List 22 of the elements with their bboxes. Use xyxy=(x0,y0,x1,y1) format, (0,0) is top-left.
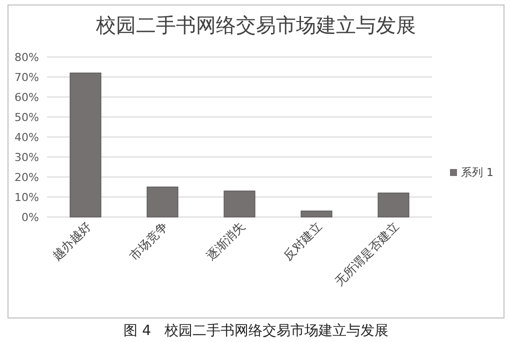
bar xyxy=(300,210,332,218)
y-tick-label: 70% xyxy=(14,71,39,84)
y-tick-label: 0% xyxy=(22,211,39,224)
y-tick-label: 10% xyxy=(14,191,39,204)
bar xyxy=(224,190,256,218)
x-tick-label: 无所谓是否建立 xyxy=(332,219,402,289)
y-tick-label: 30% xyxy=(14,151,39,164)
x-tick-label: 越办越好 xyxy=(50,219,94,264)
x-tick-label: 逐渐消失 xyxy=(204,219,248,264)
y-tick-label: 20% xyxy=(14,171,39,184)
y-tick-label: 40% xyxy=(14,131,39,144)
bar xyxy=(146,186,178,218)
legend-label: 系列 1 xyxy=(461,166,494,179)
bar xyxy=(70,72,102,218)
y-tick-label: 50% xyxy=(14,111,39,124)
y-tick-label: 80% xyxy=(14,51,39,64)
chart-title: 校园二手书网络交易市场建立与发展 xyxy=(95,13,416,37)
x-tick-label: 市场竞争 xyxy=(126,219,171,264)
y-tick-label: 60% xyxy=(14,91,39,104)
caption: 图 4 校园二手书网络交易市场建立与发展 xyxy=(124,323,388,339)
bar xyxy=(378,192,410,218)
x-tick-label: 反对建立 xyxy=(280,219,325,264)
